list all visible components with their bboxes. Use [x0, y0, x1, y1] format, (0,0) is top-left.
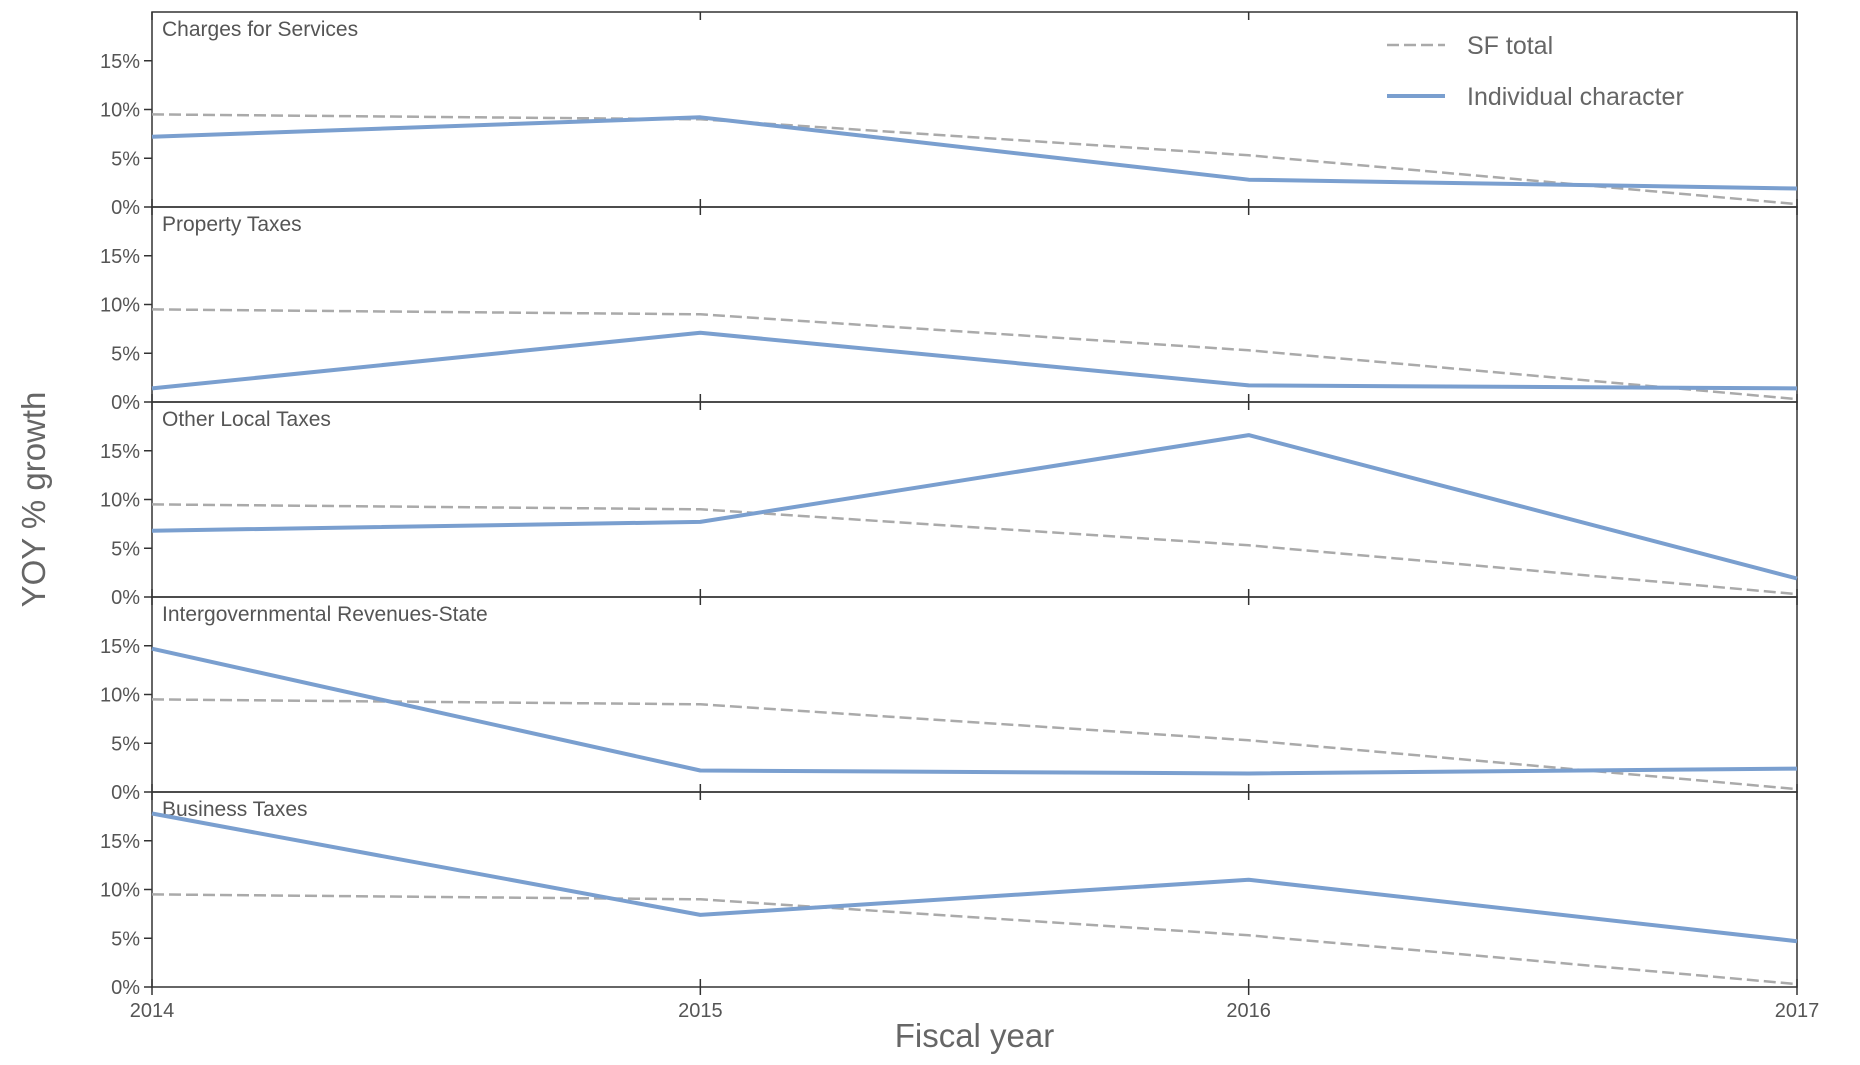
y-tick-label: 15%	[100, 441, 140, 463]
y-tick-label: 5%	[111, 928, 140, 950]
y-tick-label: 15%	[100, 51, 140, 73]
x-tick-label: 2015	[678, 1000, 723, 1022]
legend: SF total Individual character	[1387, 32, 1684, 111]
series-line-sf-total	[151, 893, 1798, 986]
panel-3: 0% 5% 10% 15% Other Local Taxes	[100, 401, 1798, 609]
y-tick-label: 10%	[100, 100, 140, 122]
panel-frame	[151, 791, 1798, 988]
x-tick-label: 2014	[130, 1000, 175, 1022]
y-tick-label: 5%	[111, 148, 140, 170]
x-tick-label: 2017	[1775, 1000, 1820, 1022]
y-axis-title: YOY % growth	[15, 392, 52, 608]
y-tick-label: 0%	[111, 392, 140, 414]
y-tick-label: 0%	[111, 587, 140, 609]
series-line-individual-character	[151, 330, 1798, 391]
y-tick-label: 15%	[100, 246, 140, 268]
y-tick-label: 15%	[100, 636, 140, 658]
y-tick-label: 5%	[111, 733, 140, 755]
series-line-sf-total	[151, 113, 1798, 206]
y-tick-label: 10%	[100, 295, 140, 317]
y-tick-label: 0%	[111, 197, 140, 219]
panel-2: 0% 5% 10% 15% Property Taxes	[100, 206, 1798, 414]
series-line-individual-character	[151, 811, 1798, 944]
series-line-individual-character	[151, 646, 1798, 776]
y-tick-label: 5%	[111, 343, 140, 365]
panel-frame	[151, 596, 1798, 793]
y-tick-label: 10%	[100, 685, 140, 707]
panel-title: Charges for Services	[162, 18, 358, 41]
series-line-individual-character	[151, 115, 1798, 191]
y-tick-label: 15%	[100, 831, 140, 853]
y-tick-label: 0%	[111, 782, 140, 804]
series-line-sf-total	[151, 698, 1798, 791]
series-line-sf-total	[151, 308, 1798, 401]
legend-label: Individual character	[1467, 83, 1684, 111]
y-tick-label: 10%	[100, 880, 140, 902]
panel-title: Business Taxes	[162, 798, 308, 821]
y-tick-label: 0%	[111, 977, 140, 999]
x-tick-label: 2016	[1226, 1000, 1271, 1022]
panel-4: 0% 5% 10% 15% Intergovernmental Revenues-Sta…	[100, 596, 1798, 804]
panel-title: Property Taxes	[162, 213, 302, 236]
y-tick-label: 10%	[100, 490, 140, 512]
panel-title: Other Local Taxes	[162, 408, 331, 431]
series-line-individual-character	[151, 433, 1798, 581]
series-line-sf-total	[151, 503, 1798, 596]
panel-title: Intergovernmental Revenues-State	[162, 603, 488, 626]
panel-frame	[151, 401, 1798, 598]
panel-frame	[151, 206, 1798, 403]
panel-5: 0% 5% 10% 15% Business Taxes	[100, 791, 1798, 999]
legend-label: SF total	[1467, 32, 1553, 60]
x-axis-title: Fiscal year	[895, 1017, 1055, 1054]
y-tick-label: 5%	[111, 538, 140, 560]
